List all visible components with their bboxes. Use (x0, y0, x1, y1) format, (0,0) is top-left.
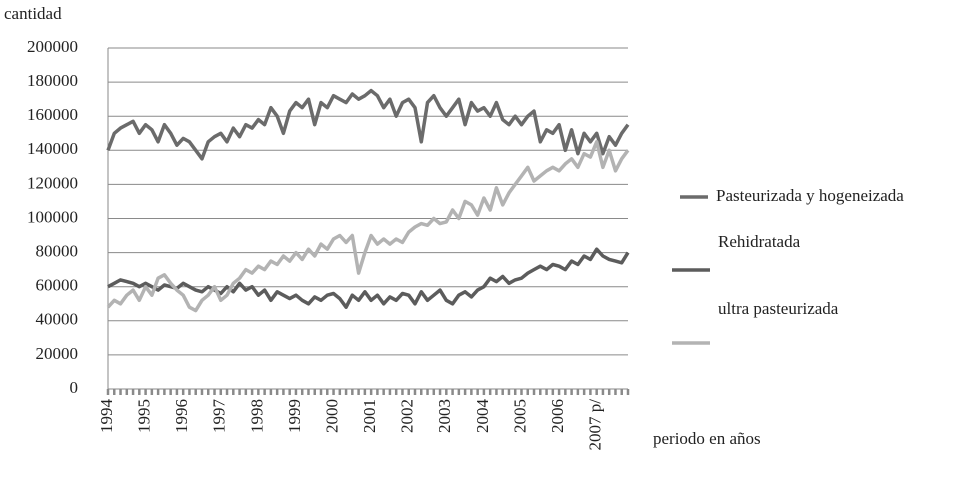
legend-label: ultra pasteurizada (718, 299, 839, 318)
series-line (107, 247, 630, 309)
y-tick-label: 60000 (36, 276, 79, 295)
x-tick-label: 2007 p/ (586, 399, 605, 451)
y-tick-label: 120000 (27, 173, 78, 192)
x-tick-label: 1996 (172, 399, 191, 433)
y-tick-label: 100000 (27, 207, 78, 226)
y-tick-label: 180000 (27, 71, 78, 90)
x-tick-label: 2002 (398, 399, 417, 433)
x-tick-label: 2005 (510, 399, 529, 433)
y-tick-label: 0 (70, 378, 79, 397)
y-axis-label: cantidad (4, 4, 62, 23)
x-tick-label: 1994 (97, 399, 116, 434)
y-tick-label: 140000 (27, 139, 78, 158)
y-tick-label: 80000 (36, 242, 79, 261)
x-tick-label: 1995 (134, 399, 153, 433)
x-tick-label: 2000 (322, 399, 341, 433)
x-axis-label: periodo en años (653, 429, 761, 448)
x-tick-label: 1998 (247, 399, 266, 433)
y-tick-label: 200000 (27, 37, 78, 56)
legend-label: Rehidratada (718, 232, 801, 251)
x-tick-label: 2003 (435, 399, 454, 433)
y-tick-label: 20000 (36, 344, 79, 363)
legend-label: Pasteurizada y hogeneizada (716, 186, 904, 205)
series-line (106, 88, 630, 161)
x-tick-label: 2006 (548, 399, 567, 433)
series-line (106, 140, 630, 313)
x-tick-label: 2001 (360, 399, 379, 433)
x-tick-label: 1997 (210, 399, 229, 434)
x-tick-label: 2004 (473, 399, 492, 434)
y-tick-label: 40000 (36, 310, 79, 329)
x-tick-label: 1999 (285, 399, 304, 433)
y-tick-label: 160000 (27, 105, 78, 124)
